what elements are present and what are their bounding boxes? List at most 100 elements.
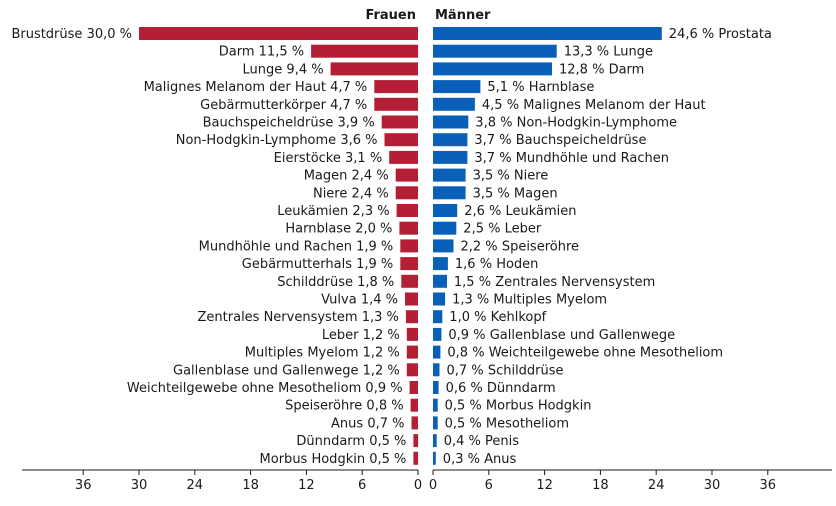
maenner-value-15: 1,3 %: [452, 293, 489, 308]
frauen-label-1: Darm 11,5 %: [219, 45, 304, 60]
maenner-bar-8: [433, 168, 466, 182]
frauen-bar-18: [406, 345, 418, 359]
maenner-category-21: Morbus Hodgkin: [486, 399, 592, 414]
frauen-label-6: Non-Hodgkin-Lymphome 3,6 %: [176, 133, 378, 148]
maenner-value-6: 3,7 %: [474, 133, 511, 148]
maenner-label-1: 13,3 % Lunge: [564, 45, 653, 60]
frauen-bar-4: [374, 97, 418, 111]
series-title-frauen: Frauen: [365, 8, 416, 23]
maenner-value-9: 3,5 %: [473, 186, 510, 201]
maenner-value-18: 0,8 %: [447, 346, 484, 361]
maenner-label-14: 1,5 % Zentrales Nervensystem: [454, 275, 655, 290]
maenner-label-23: 0,4 % Penis: [444, 434, 520, 449]
frauen-value-1: 11,5 %: [259, 45, 304, 60]
series-title-maenner: Männer: [435, 8, 491, 23]
frauen-label-21: Speiseröhre 0,8 %: [285, 399, 404, 414]
frauen-category-15: Vulva: [321, 293, 357, 308]
frauen-bar-2: [330, 62, 418, 76]
maenner-label-7: 3,7 % Mundhöhle und Rachen: [474, 151, 669, 166]
frauen-label-5: Bauchspeicheldrüse 3,9 %: [203, 116, 375, 131]
maenner-category-3: Harnblase: [529, 80, 595, 95]
maenner-category-5: Non-Hodgkin-Lymphome: [517, 116, 677, 131]
frauen-category-16: Zentrales Nervensystem: [198, 310, 358, 325]
frauen-label-2: Lunge 9,4 %: [243, 62, 324, 77]
maenner-category-24: Anus: [484, 452, 516, 467]
maenner-label-8: 3,5 % Niere: [473, 169, 549, 184]
maenner-bar-1: [433, 44, 557, 58]
maenner-category-7: Mundhöhle und Rachen: [516, 151, 669, 166]
maenner-bar-11: [433, 221, 457, 235]
frauen-label-17: Leber 1,2 %: [322, 328, 400, 343]
maenner-value-7: 3,7 %: [474, 151, 511, 166]
maenner-label-18: 0,8 % Weichteilgewebe ohne Mesotheliom: [447, 346, 723, 361]
frauen-category-1: Darm: [219, 45, 255, 60]
maenner-category-1: Lunge: [613, 45, 653, 60]
maenner-category-2: Darm: [609, 62, 645, 77]
maenner-bar-5: [433, 115, 469, 129]
maenner-bar-0: [433, 27, 662, 40]
x-axis: 36 30 24 18 12 6 0 0 6 12 18 24 30 36: [22, 469, 832, 493]
maenner-bar-23: [433, 434, 437, 448]
frauen-label-4: Gebärmutterkörper 4,7 %: [200, 98, 367, 113]
tick-label-right-4: 24: [648, 478, 665, 493]
frauen-category-20: Weichteilgewebe ohne Mesotheliom: [127, 381, 361, 396]
maenner-value-11: 2,5 %: [463, 222, 500, 237]
maenner-category-9: Magen: [514, 186, 558, 201]
frauen-label-3: Malignes Melanom der Haut 4,7 %: [144, 80, 368, 95]
tick-label-right-2: 12: [536, 478, 553, 493]
frauen-value-14: 1,8 %: [357, 275, 394, 290]
frauen-bar-20: [409, 381, 418, 394]
frauen-category-7: Eierstöcke: [274, 151, 341, 166]
frauen-bar-24: [413, 451, 419, 465]
frauen-category-11: Harnblase: [285, 222, 351, 237]
frauen-label-20: Weichteilgewebe ohne Mesotheliom 0,9 %: [127, 381, 403, 396]
frauen-value-24: 0,5 %: [369, 452, 406, 467]
maenner-label-20: 0,6 % Dünndarm: [446, 381, 556, 396]
frauen-value-22: 0,7 %: [367, 416, 404, 431]
frauen-label-14: Schilddrüse 1,8 %: [277, 275, 394, 290]
frauen-bar-19: [406, 363, 418, 377]
frauen-label-13: Gebärmutterhals 1,9 %: [242, 257, 394, 272]
maenner-bar-14: [433, 274, 447, 288]
frauen-category-12: Mundhöhle und Rachen: [199, 239, 352, 254]
frauen-bar-17: [406, 327, 418, 341]
tick-label-right-6: 36: [760, 478, 777, 493]
frauen-value-18: 1,2 %: [363, 346, 400, 361]
frauen-category-3: Malignes Melanom der Haut: [144, 80, 326, 95]
frauen-value-11: 2,0 %: [355, 222, 392, 237]
maenner-value-17: 0,9 %: [448, 328, 485, 343]
frauen-category-17: Leber: [322, 328, 359, 343]
maenner-label-15: 1,3 % Multiples Myelom: [452, 293, 607, 308]
maenner-label-21: 0,5 % Morbus Hodgkin: [445, 399, 592, 414]
frauen-value-7: 3,1 %: [345, 151, 382, 166]
frauen-label-24: Morbus Hodgkin 0,5 %: [260, 452, 407, 467]
frauen-bar-11: [399, 221, 418, 235]
maenner-label-4: 4,5 % Malignes Melanom der Haut: [482, 98, 706, 113]
frauen-category-13: Gebärmutterhals: [242, 257, 352, 272]
frauen-label-15: Vulva 1,4 %: [321, 293, 398, 308]
frauen-bar-15: [405, 292, 418, 306]
frauen-label-10: Leukämien 2,3 %: [277, 204, 389, 219]
maenner-label-0: 24,6 % Prostata: [669, 27, 772, 42]
frauen-label-12: Mundhöhle und Rachen 1,9 %: [199, 239, 394, 254]
tick-label-right-3: 18: [592, 478, 609, 493]
frauen-value-6: 3,6 %: [340, 133, 377, 148]
maenner-category-8: Niere: [514, 169, 548, 184]
frauen-bar-7: [389, 150, 418, 164]
frauen-category-22: Anus: [331, 416, 363, 431]
maenner-bar-10: [433, 204, 458, 217]
tick-label-left-0: 36: [75, 478, 92, 493]
maenner-bar-24: [433, 451, 436, 465]
frauen-label-8: Magen 2,4 %: [304, 169, 389, 184]
frauen-bar-0: [139, 27, 418, 40]
maenner-label-22: 0,5 % Mesotheliom: [445, 416, 569, 431]
maenner-bar-13: [433, 257, 448, 271]
maenner-label-10: 2,6 % Leukämien: [464, 204, 576, 219]
maenner-category-0: Prostata: [718, 27, 772, 42]
maenner-value-0: 24,6 %: [669, 27, 714, 42]
maenner-value-2: 12,8 %: [559, 62, 604, 77]
maenner-value-3: 5,1 %: [487, 80, 524, 95]
frauen-value-21: 0,8 %: [366, 399, 403, 414]
frauen-label-7: Eierstöcke 3,1 %: [274, 151, 383, 166]
